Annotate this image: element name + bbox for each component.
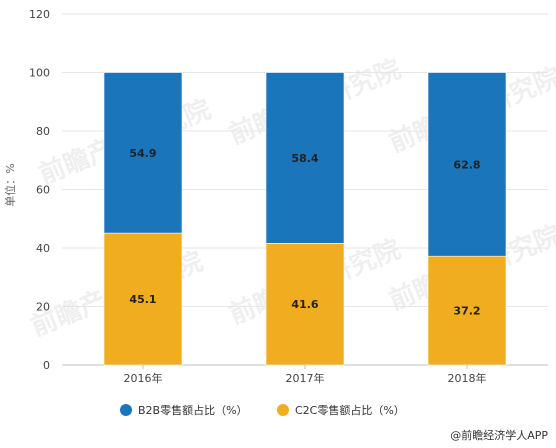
y-tick-label: 60: [36, 184, 50, 197]
bar-value-label: 45.1: [129, 293, 156, 306]
y-tick-label: 20: [36, 301, 50, 314]
bar-segment: [103, 232, 183, 366]
x-tick-label: 2018年: [448, 371, 487, 385]
legend: B2B零售额占比（%） C2C零售额占比（%）: [120, 403, 405, 417]
bar-segment: [427, 255, 507, 366]
bar-value-label: 41.6: [291, 298, 318, 311]
legend-label: B2B零售额占比（%）: [138, 403, 248, 417]
y-tick-label: 40: [36, 242, 50, 255]
legend-marker: [277, 404, 289, 416]
y-axis-label: 单位：%: [3, 163, 17, 206]
bar-value-label: 54.9: [129, 147, 156, 160]
y-tick-label: 120: [29, 8, 50, 21]
bar-segment: [265, 72, 345, 244]
legend-marker: [120, 404, 132, 416]
bar-segment: [265, 243, 345, 366]
bars: 45.1 54.9 41.6 58.4 37.2 62.8: [103, 72, 507, 366]
y-tick-label: 80: [36, 125, 50, 138]
bar-value-label: 37.2: [453, 305, 480, 318]
y-tick-label: 100: [29, 67, 50, 80]
bar-segment: [103, 72, 183, 234]
bar-value-label: 58.4: [291, 152, 318, 165]
bar-value-label: 62.8: [453, 158, 480, 171]
y-tick-label: 0: [43, 359, 50, 372]
y-axis-ticks: 0 20 40 60 80 100 120: [29, 8, 50, 372]
bar-segment: [427, 72, 507, 257]
x-axis-ticks: 2016年 2017年 2018年: [124, 365, 487, 385]
source-credit: @前瞻经济学人APP: [450, 428, 548, 442]
legend-label: C2C零售额占比（%）: [295, 403, 405, 417]
x-tick-label: 2016年: [124, 371, 163, 385]
x-tick-label: 2017年: [286, 371, 325, 385]
